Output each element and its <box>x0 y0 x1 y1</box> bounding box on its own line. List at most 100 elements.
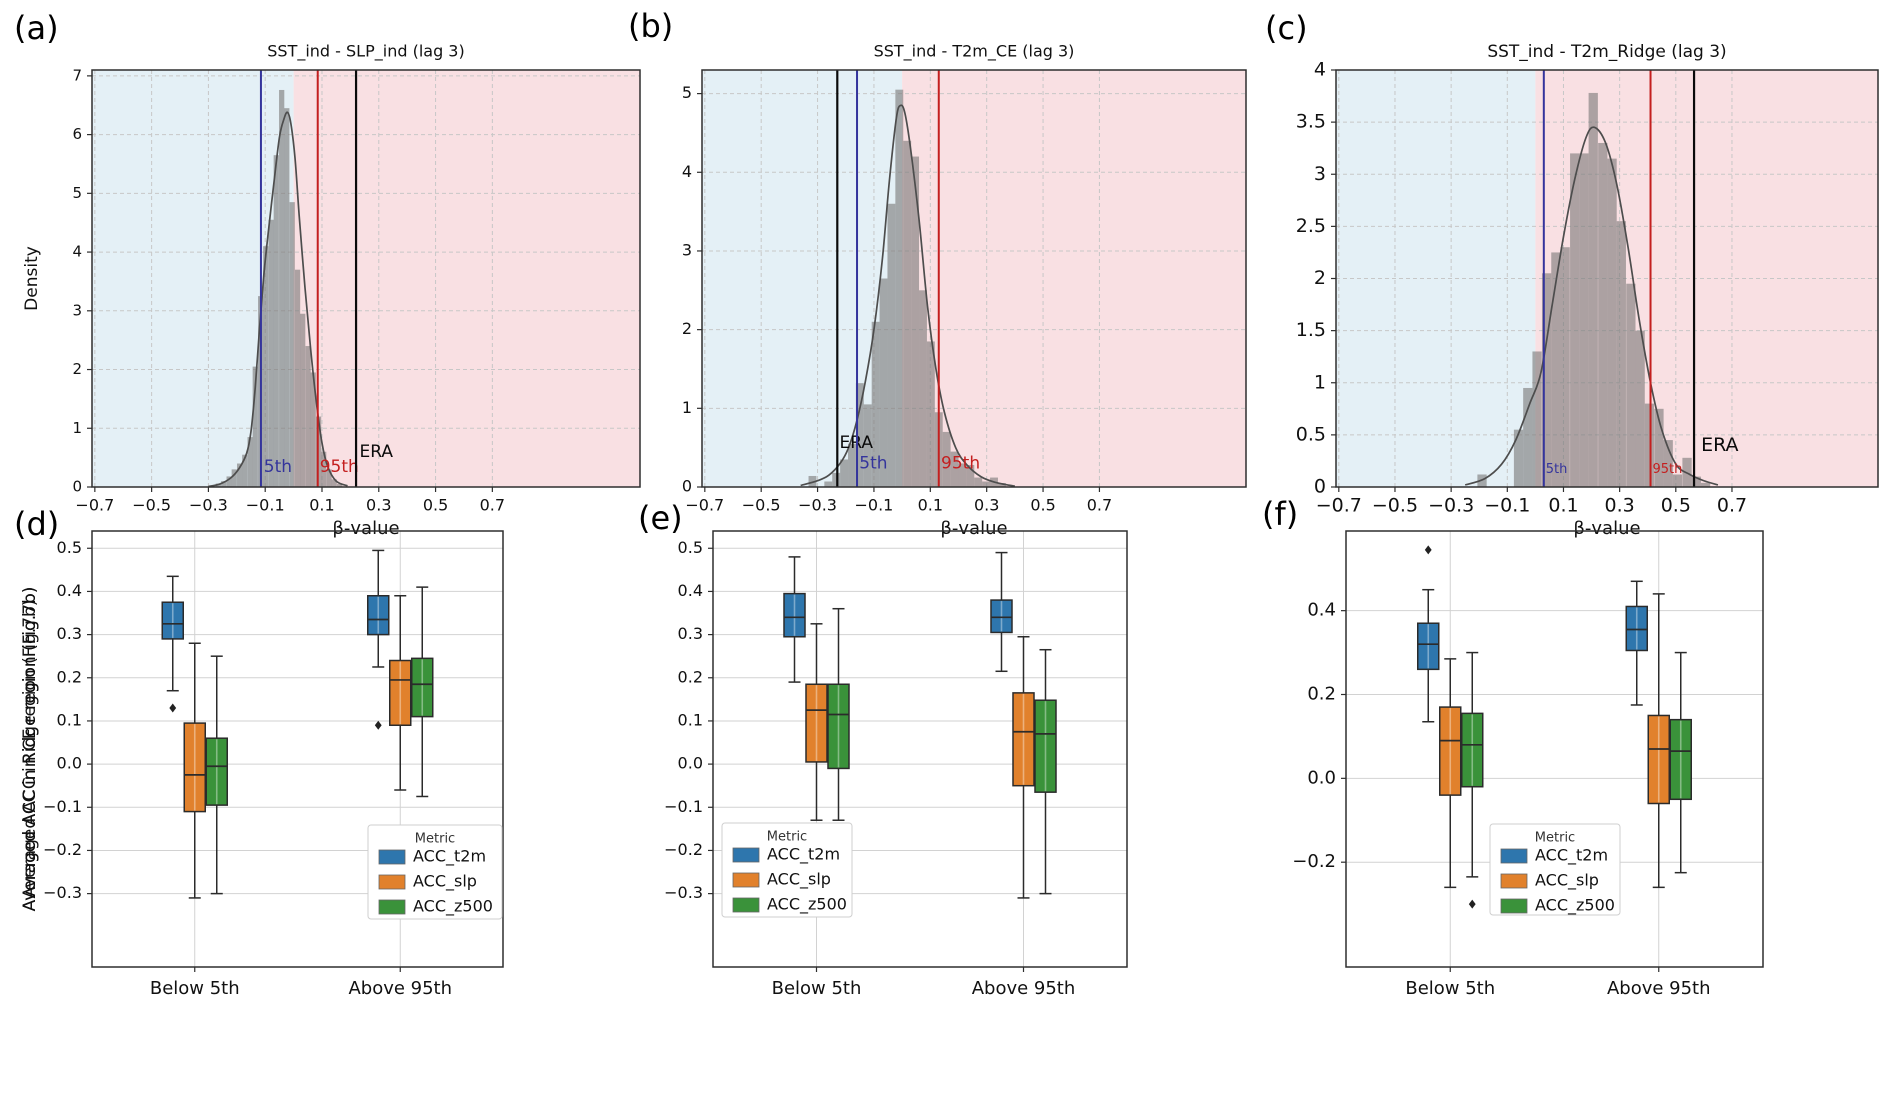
x-tick-label: −0.3 <box>189 496 228 515</box>
legend-box <box>721 822 853 918</box>
box <box>411 657 434 718</box>
x-tick-label: 0.3 <box>1605 495 1635 517</box>
whiskers <box>372 549 385 668</box>
box <box>1439 706 1462 796</box>
legend-label-ACC_slp: ACC_slp <box>767 870 831 890</box>
tick-marks <box>87 75 493 492</box>
box <box>1034 699 1057 793</box>
whiskers <box>166 575 179 692</box>
p5-line-label: 5th <box>859 453 887 473</box>
series-ACC_t2m <box>161 549 390 730</box>
y-tick-label: 0.1 <box>678 710 703 729</box>
y-tick-label: 6 <box>72 125 82 143</box>
x-axis-label: β-value <box>332 518 399 539</box>
y-tick-label: 7 <box>72 66 82 84</box>
legend-title: Metric <box>1535 831 1575 846</box>
x-tick-label: −0.7 <box>75 496 114 515</box>
y-tick-label: 0 <box>682 477 692 496</box>
panel-title: SST_ind - SLP_ind (lag 3) <box>267 42 464 62</box>
series-ACC_z500 <box>827 607 1057 895</box>
series-ACC_slp <box>805 623 1035 899</box>
x-tick-label: −0.7 <box>1316 495 1362 517</box>
tick-marks <box>1331 69 1733 492</box>
box <box>389 659 412 727</box>
x-axis-label: β-value <box>940 518 1007 539</box>
box <box>367 595 390 636</box>
box <box>990 599 1013 634</box>
whiskers <box>1017 636 1030 899</box>
y-tick-label: 0.5 <box>57 538 82 557</box>
y-tick-label: 3.5 <box>1296 111 1326 133</box>
x-tick-label: −0.3 <box>1428 495 1474 517</box>
y-tick-label: 0.4 <box>1307 600 1336 621</box>
x-tick-label: 0.1 <box>918 496 943 515</box>
x-tick-label: 0.1 <box>1548 495 1578 517</box>
legend-label-ACC_z500: ACC_z500 <box>767 895 847 915</box>
legend-swatch-ACC_slp <box>732 872 760 888</box>
box <box>827 683 850 770</box>
axes-spines <box>712 530 1128 968</box>
outlier-diamond <box>1468 899 1476 909</box>
y-tick-label: 0.0 <box>57 754 82 773</box>
category-label: Below 5th <box>1405 978 1495 999</box>
axes-spines <box>91 69 641 488</box>
legend-swatch-ACC_z500 <box>732 897 760 913</box>
legend-swatch-ACC_z500 <box>1500 898 1528 914</box>
y-tick-label: 0.1 <box>57 710 82 729</box>
legend-label-ACC_z500: ACC_z500 <box>1535 896 1615 916</box>
category-label: Above 95th <box>1607 978 1711 999</box>
legend-label-ACC_t2m: ACC_t2m <box>413 847 486 867</box>
y-tick-label: 0.3 <box>678 624 703 643</box>
x-tick-label: −0.1 <box>855 496 894 515</box>
p5-line-label: 5th <box>264 457 292 477</box>
category-label: Below 5th <box>150 978 240 999</box>
y-tick-label: 0.4 <box>678 581 703 600</box>
series-ACC_z500 <box>205 586 434 895</box>
era-line-label: ERA <box>1701 434 1738 456</box>
x-tick-label: 0.7 <box>1087 496 1112 515</box>
kde-curve <box>800 104 1016 488</box>
x-tick-label: −0.5 <box>1372 495 1418 517</box>
box <box>183 722 206 813</box>
y-tick-label: 1.5 <box>1296 319 1326 341</box>
tick-marks <box>697 93 1101 492</box>
y-tick-label: 0.0 <box>678 754 703 773</box>
legend-label-ACC_z500: ACC_z500 <box>413 897 493 917</box>
box <box>1012 692 1035 787</box>
y-tick-label: 0.4 <box>57 581 82 600</box>
x-tick-label: 0.5 <box>423 496 448 515</box>
panel-label-f: (f) <box>1262 495 1299 533</box>
x-tick-label: 0.7 <box>480 496 505 515</box>
y-tick-label: 0.5 <box>678 538 703 557</box>
legend-label-ACC_slp: ACC_slp <box>1535 871 1599 891</box>
panel-title: SST_ind - T2m_CE (lag 3) <box>874 42 1075 62</box>
y-axis-label: Averaged ACC in CE region (Fig.7b) <box>20 600 40 899</box>
positive-beta-shade <box>902 70 1246 487</box>
series-ACC_t2m <box>1417 545 1648 723</box>
x-tick-label: −0.1 <box>1484 495 1530 517</box>
legend-box <box>1489 823 1621 916</box>
y-tick-label: 0.2 <box>57 667 82 686</box>
x-tick-label: −0.5 <box>742 496 781 515</box>
y-tick-label: 2 <box>72 360 82 378</box>
panel-label-b: (b) <box>628 7 674 45</box>
p5-line-label: 5th <box>1546 462 1568 477</box>
whiskers <box>1674 651 1687 874</box>
x-tick-label: −0.5 <box>132 496 171 515</box>
y-tick-label: 0.3 <box>57 624 82 643</box>
y-tick-label: −0.3 <box>43 883 82 902</box>
outlier-diamond <box>1424 545 1432 555</box>
y-axis-label: Averaged ACC in Ridge region (Fig.7b) <box>20 587 40 912</box>
positive-beta-shade <box>293 70 640 487</box>
series-ACC_z500 <box>1461 651 1692 909</box>
category-label: Above 95th <box>348 978 452 999</box>
y-tick-label: 3 <box>1314 163 1326 185</box>
y-tick-label: −0.1 <box>43 797 82 816</box>
p95-line-label: 95th <box>320 457 359 477</box>
outlier-diamond <box>169 703 177 713</box>
panel-title: SST_ind - T2m_Ridge (lag 3) <box>1487 42 1726 62</box>
legend-swatch-ACC_t2m <box>378 849 406 865</box>
